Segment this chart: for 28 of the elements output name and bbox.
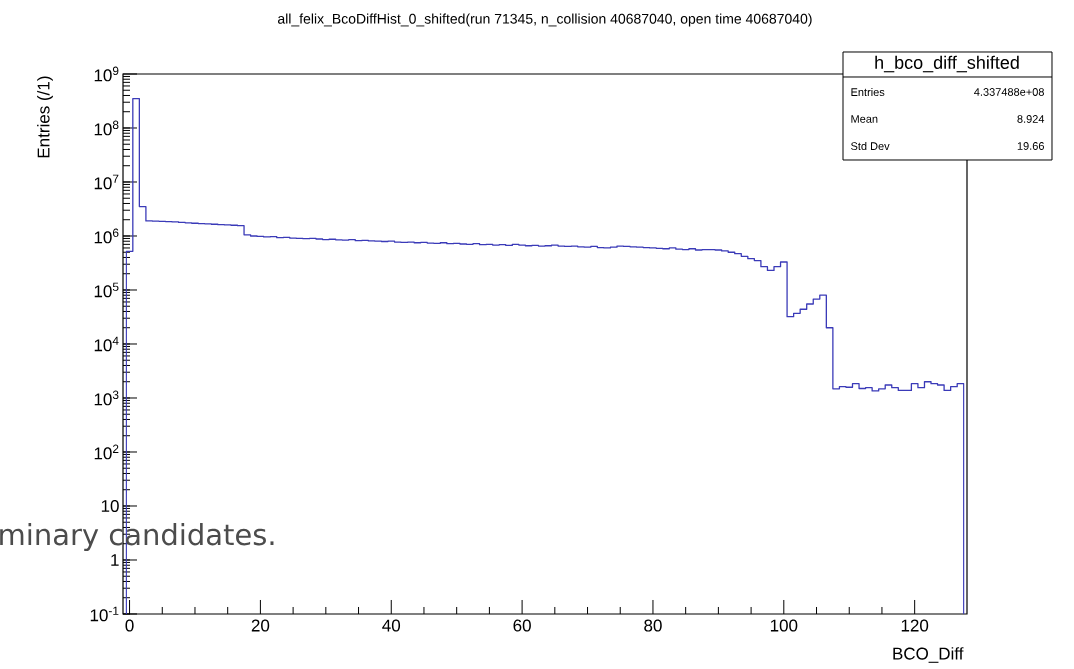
- chart-title: all_felix_BcoDiffHist_0_shifted(run 71345, n_collision 40687040, open time 40687040): [278, 13, 812, 27]
- text: h_bco_diff_shifted: [875, 55, 1019, 73]
- text: 8.924: [1017, 115, 1045, 123]
- annotation: Mean: [851, 115, 878, 123]
- x-axis-title: BCO_Diff: [893, 647, 964, 663]
- y-tick-label: 10$^{8}$: [94, 120, 119, 136]
- x-tick-label: 100: [770, 619, 798, 632]
- y-tick-label: 10$^{-1}$: [90, 606, 119, 622]
- x-tick-label: 60: [513, 619, 531, 632]
- x-tick-label: 80: [644, 619, 662, 632]
- x-tick-label: 40: [382, 619, 401, 632]
- x-tick-label: 0: [125, 619, 134, 632]
- y-tick-label: 10$^{6}$: [94, 228, 119, 244]
- x-tick-label: 20: [251, 619, 270, 632]
- y-tick-label: 10$^{4}$: [94, 336, 119, 352]
- text: 19.66: [1017, 142, 1044, 150]
- text: 4.337488e+08: [974, 88, 1044, 96]
- x-tick-label: 120: [901, 619, 929, 632]
- y-axis-title: Entries (/1): [37, 76, 53, 158]
- y-tick-label: 10$^{5}$: [94, 282, 119, 298]
- y-tick-label: 10$^{9}$: [94, 66, 119, 82]
- y-tick-label: 10: [101, 499, 119, 513]
- y-tick-label: 10$^{3}$: [94, 390, 119, 406]
- annotation: Entries: [851, 87, 885, 97]
- annotation: Std Dev: [851, 141, 890, 151]
- y-tick-label: 1: [111, 554, 119, 566]
- y-tick-label: 10$^{2}$: [94, 444, 119, 460]
- y-tick-label: 10$^{7}$: [94, 174, 119, 190]
